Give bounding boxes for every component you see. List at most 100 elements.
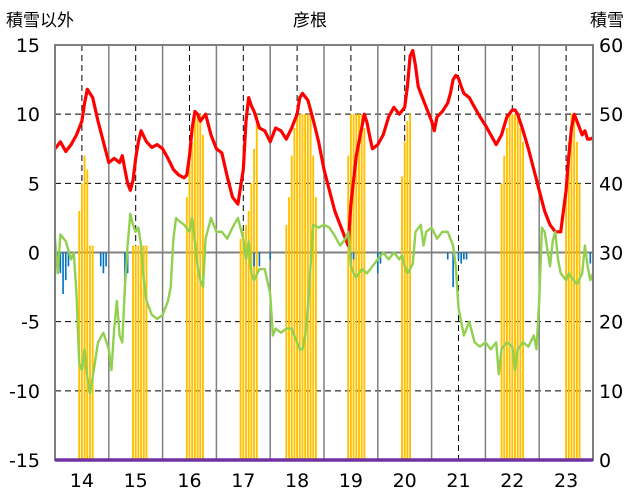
blue-bar bbox=[62, 252, 64, 294]
snow-bar bbox=[193, 114, 196, 461]
snow-bar bbox=[132, 245, 134, 460]
snow-bar bbox=[519, 128, 522, 460]
snow-bar bbox=[505, 128, 508, 460]
snow-bar bbox=[522, 141, 525, 461]
blue-bar bbox=[67, 252, 70, 267]
snow-bar bbox=[80, 183, 83, 461]
x-tick-label: 16 bbox=[177, 470, 201, 492]
snow-bar bbox=[91, 245, 94, 460]
right-axis-label: 積雪 bbox=[590, 11, 624, 31]
snow-bar bbox=[565, 183, 568, 461]
snow-bar bbox=[570, 114, 573, 461]
snow-bar bbox=[363, 128, 366, 460]
snow-bar bbox=[142, 245, 145, 460]
green-series-line bbox=[53, 212, 595, 395]
right-y-tick-label: 40 bbox=[599, 173, 623, 195]
snow-bar bbox=[508, 114, 511, 461]
snow-bar bbox=[360, 114, 363, 461]
snow-bar bbox=[247, 211, 250, 460]
blue-bar bbox=[379, 252, 382, 264]
snow-bar bbox=[253, 148, 256, 460]
snow-bar bbox=[406, 121, 409, 460]
snow-bar bbox=[188, 162, 191, 461]
snow-bar bbox=[567, 141, 570, 461]
left-y-tick-label: -15 bbox=[9, 450, 40, 472]
snow-bar bbox=[242, 231, 245, 460]
snow-bar bbox=[191, 141, 194, 461]
snow-bar bbox=[293, 128, 296, 460]
blue-bar bbox=[102, 252, 105, 274]
snow-bar bbox=[355, 114, 358, 461]
snow-bar bbox=[401, 176, 403, 460]
line-series bbox=[53, 48, 595, 395]
red-series-line bbox=[53, 48, 594, 248]
blue-bar bbox=[457, 252, 460, 260]
snow-bar bbox=[301, 114, 304, 461]
snow-bar bbox=[245, 224, 247, 460]
snow-bar bbox=[255, 114, 258, 461]
blue-bar bbox=[376, 252, 379, 274]
chart-title: 彦根 bbox=[293, 11, 327, 31]
blue-bar bbox=[99, 252, 102, 267]
snow-bar bbox=[296, 114, 299, 461]
snow-bar bbox=[312, 155, 315, 460]
x-tick-label: 21 bbox=[446, 470, 470, 492]
snow-bar bbox=[514, 114, 516, 461]
right-y-tick-label: 50 bbox=[599, 104, 623, 126]
snow-bar bbox=[403, 141, 406, 461]
snow-bar bbox=[352, 114, 355, 461]
snow-bar bbox=[137, 245, 140, 460]
snow-bar bbox=[309, 114, 312, 461]
snow-bar bbox=[578, 183, 581, 461]
snow-bar bbox=[349, 114, 352, 461]
snow-bar bbox=[511, 114, 514, 461]
snow-bar bbox=[196, 114, 199, 461]
snow-bar bbox=[86, 169, 89, 460]
left-axis-label: 積雪以外 bbox=[6, 11, 74, 31]
blue-bar bbox=[59, 252, 62, 274]
x-tick-label: 20 bbox=[393, 470, 417, 492]
blue-bar bbox=[589, 252, 592, 264]
blue-bar bbox=[446, 252, 449, 260]
blue-bar bbox=[352, 252, 355, 260]
snow-bar bbox=[83, 155, 86, 460]
snow-bar bbox=[202, 134, 204, 460]
snow-bar bbox=[285, 224, 288, 460]
blue-bar bbox=[56, 252, 59, 260]
blue-bar bbox=[258, 252, 261, 267]
snow-bar bbox=[134, 245, 137, 460]
snow-bar bbox=[298, 114, 301, 461]
left-y-tick-label: 0 bbox=[28, 243, 40, 265]
x-tick-label: 17 bbox=[231, 470, 255, 492]
snow-bar bbox=[306, 114, 309, 461]
left-y-tick-label: 10 bbox=[16, 104, 40, 126]
right-y-tick-label: 10 bbox=[599, 381, 623, 403]
snow-bar bbox=[516, 114, 519, 461]
left-y-tick-label: -5 bbox=[21, 312, 40, 334]
snow-bar bbox=[250, 183, 253, 461]
snow-bar bbox=[304, 114, 307, 461]
x-tick-label: 19 bbox=[339, 470, 363, 492]
snow-bar bbox=[314, 197, 317, 460]
snow-bar bbox=[185, 197, 188, 460]
snow-bar bbox=[347, 155, 350, 460]
blue-bar bbox=[463, 252, 465, 260]
x-tick-label: 22 bbox=[500, 470, 524, 492]
snow-bar bbox=[89, 245, 91, 460]
right-y-tick-label: 20 bbox=[599, 312, 623, 334]
left-y-tick-label: 5 bbox=[28, 173, 40, 195]
x-tick-label: 15 bbox=[124, 470, 148, 492]
blue-bar bbox=[460, 252, 462, 264]
x-tick-label: 18 bbox=[285, 470, 309, 492]
snow-bar bbox=[500, 183, 503, 461]
snow-bar bbox=[239, 238, 242, 460]
snow-bar bbox=[358, 114, 360, 461]
blue-bar bbox=[269, 252, 272, 260]
snow-bar bbox=[199, 114, 202, 461]
left-y-tick-label: -10 bbox=[9, 381, 40, 403]
blue-bar bbox=[253, 252, 255, 267]
blue-bar bbox=[105, 252, 107, 267]
